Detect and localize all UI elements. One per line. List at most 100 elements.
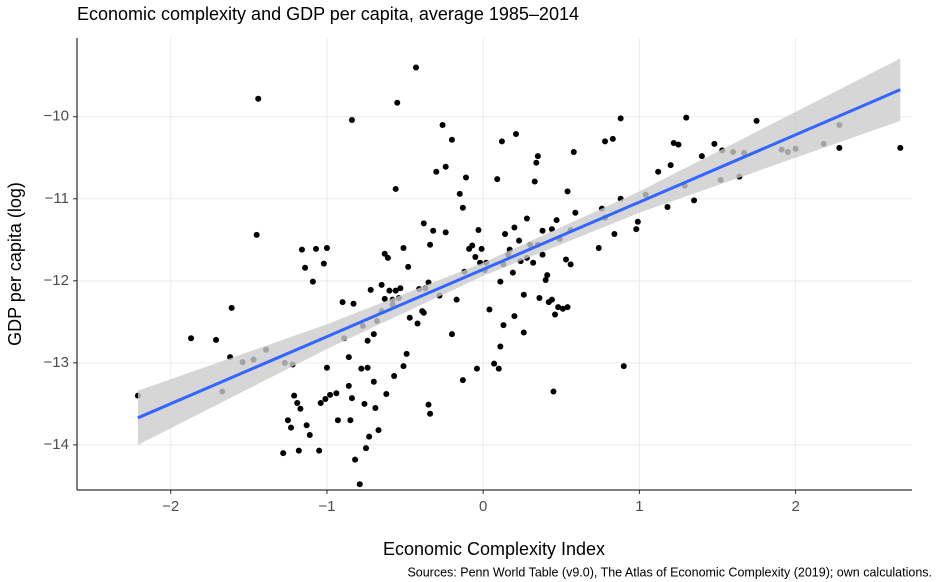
point	[570, 149, 577, 156]
point	[516, 237, 523, 244]
x-tick-label: 0	[479, 498, 487, 515]
point	[386, 287, 393, 294]
point	[553, 217, 560, 224]
point	[478, 245, 485, 252]
point	[564, 188, 571, 195]
point	[442, 163, 449, 170]
y-axis-label: GDP per capita (log)	[5, 182, 25, 346]
x-axis-label: Economic Complexity Index	[383, 539, 605, 559]
point	[291, 392, 298, 399]
point	[500, 322, 507, 329]
point	[372, 404, 379, 411]
point	[475, 226, 482, 233]
point	[555, 304, 562, 311]
point	[403, 350, 410, 357]
point	[378, 281, 385, 288]
point	[633, 226, 640, 233]
point	[559, 305, 566, 312]
confidence-band	[137, 58, 901, 445]
caption: Sources: Penn World Table (v9.0), The At…	[407, 565, 932, 579]
point	[322, 395, 329, 402]
point	[320, 260, 327, 267]
point	[427, 241, 434, 248]
y-tick-label: −11	[45, 190, 69, 207]
point	[683, 114, 690, 121]
point	[350, 300, 357, 307]
point	[333, 390, 340, 397]
point	[364, 364, 371, 371]
point	[564, 304, 571, 311]
point	[539, 227, 546, 234]
point	[284, 417, 291, 424]
point	[334, 417, 341, 424]
point	[459, 204, 466, 211]
point	[303, 422, 310, 429]
chart-title: Economic complexity and GDP per capita, …	[77, 4, 579, 24]
point	[698, 153, 705, 160]
point	[370, 331, 377, 338]
point	[448, 136, 455, 143]
point	[370, 378, 377, 385]
point	[306, 432, 313, 439]
point	[548, 226, 555, 233]
point	[836, 144, 843, 151]
point	[523, 215, 530, 222]
point	[298, 246, 305, 253]
point	[753, 117, 760, 124]
point	[316, 447, 323, 454]
point	[897, 144, 904, 151]
point	[188, 335, 195, 342]
point	[531, 178, 538, 185]
point	[427, 410, 434, 417]
point	[297, 405, 304, 412]
point	[602, 138, 609, 145]
point	[414, 320, 421, 327]
point	[280, 450, 287, 457]
point	[313, 245, 320, 252]
x-tick-label: −1	[318, 498, 335, 515]
point	[392, 287, 399, 294]
point	[366, 433, 373, 440]
point	[400, 363, 407, 370]
point	[486, 306, 493, 313]
point	[548, 296, 555, 303]
point	[400, 245, 407, 252]
point	[472, 254, 479, 261]
point	[550, 388, 557, 395]
fit-line	[137, 88, 901, 420]
point	[381, 295, 388, 302]
point	[667, 162, 674, 169]
point	[352, 456, 359, 463]
point	[228, 304, 235, 311]
point	[348, 395, 355, 402]
point	[405, 263, 412, 270]
point	[511, 313, 518, 320]
point	[433, 168, 440, 175]
point	[317, 400, 324, 407]
point	[253, 231, 260, 238]
point	[442, 229, 449, 236]
point	[533, 159, 540, 166]
point	[358, 365, 365, 372]
point	[675, 141, 682, 148]
point	[567, 261, 574, 268]
point	[469, 242, 476, 249]
point	[711, 140, 718, 147]
point	[381, 250, 388, 257]
point	[562, 256, 569, 263]
point	[617, 115, 624, 122]
point	[459, 377, 466, 384]
point	[655, 168, 662, 175]
point	[363, 445, 370, 452]
point	[255, 95, 262, 102]
point	[634, 218, 641, 225]
point	[391, 372, 398, 379]
point	[356, 481, 363, 488]
point	[456, 190, 463, 197]
y-tick-label: −13	[44, 354, 69, 371]
x-tick-label: −2	[162, 498, 179, 515]
point	[384, 254, 391, 261]
point	[412, 64, 419, 71]
point	[509, 269, 516, 276]
point	[392, 185, 399, 192]
